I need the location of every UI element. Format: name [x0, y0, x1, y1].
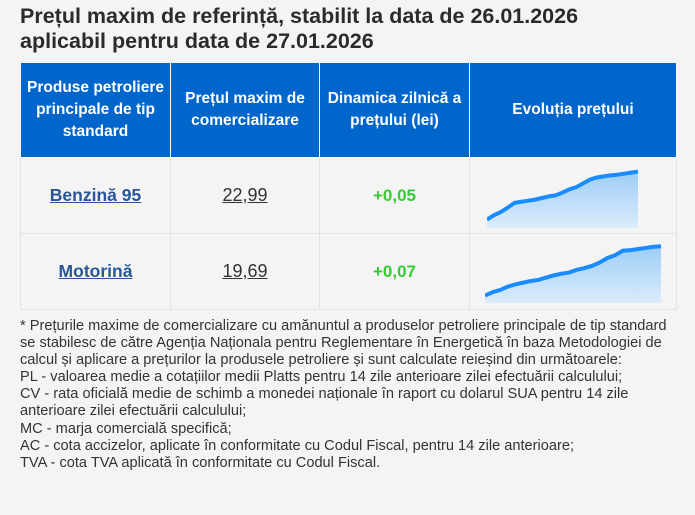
price-value: 19,69 — [222, 261, 268, 281]
page-title: Prețul maxim de referință, stabilit la d… — [20, 4, 680, 54]
footnote-item: MC - marja comercială specifică; — [20, 420, 232, 437]
sparkline-line — [484, 243, 661, 297]
daily-change-value: +0,05 — [372, 185, 416, 205]
daily-change-value: +0,07 — [372, 261, 416, 281]
price-trend-sparkline — [484, 243, 661, 303]
price-value: 22,99 — [222, 185, 268, 205]
table-row: Benzină 95 22,99 +0,05 — [20, 157, 677, 234]
sparkline-area — [484, 245, 661, 303]
title-line-1: Prețul maxim de referință, stabilit la d… — [20, 4, 579, 28]
title-line-2: aplicabil pentru data de 27.01.2026 — [20, 29, 374, 53]
footnote-item: PL - valoarea medie a cotațiilor medii P… — [20, 369, 623, 386]
footnote-intro: * Prețurile maxime de comercializare cu … — [20, 318, 667, 369]
sparkline-area — [487, 171, 638, 228]
product-link-benzina-95[interactable]: Benzină 95 — [49, 185, 142, 205]
fuel-price-table: Produse petroliere principale de tip sta… — [20, 63, 677, 310]
header-products: Produse petroliere principale de tip sta… — [20, 63, 171, 158]
sparkline-line — [487, 169, 639, 221]
footnote-item: AC - cota accizelor, aplicate în conform… — [20, 437, 575, 454]
footnote-item: CV - rata oficială medie de schimb a mon… — [20, 386, 629, 420]
footnote: * Prețurile maxime de comercializare cu … — [20, 318, 680, 472]
price-trend-sparkline — [487, 169, 639, 228]
header-price-evolution: Evoluția prețului — [469, 63, 677, 158]
table-row: Motorină 19,69 +0,07 — [20, 233, 677, 310]
header-daily-change: Dinamica zilnică a prețului (lei) — [319, 63, 470, 158]
product-link-motorina[interactable]: Motorină — [58, 261, 133, 281]
table-header-row: Produse petroliere principale de tip sta… — [20, 63, 677, 158]
footnote-item: TVA - cota TVA aplicată în conformitate … — [20, 454, 381, 471]
header-max-price: Prețul maxim de comercializare — [170, 63, 320, 158]
